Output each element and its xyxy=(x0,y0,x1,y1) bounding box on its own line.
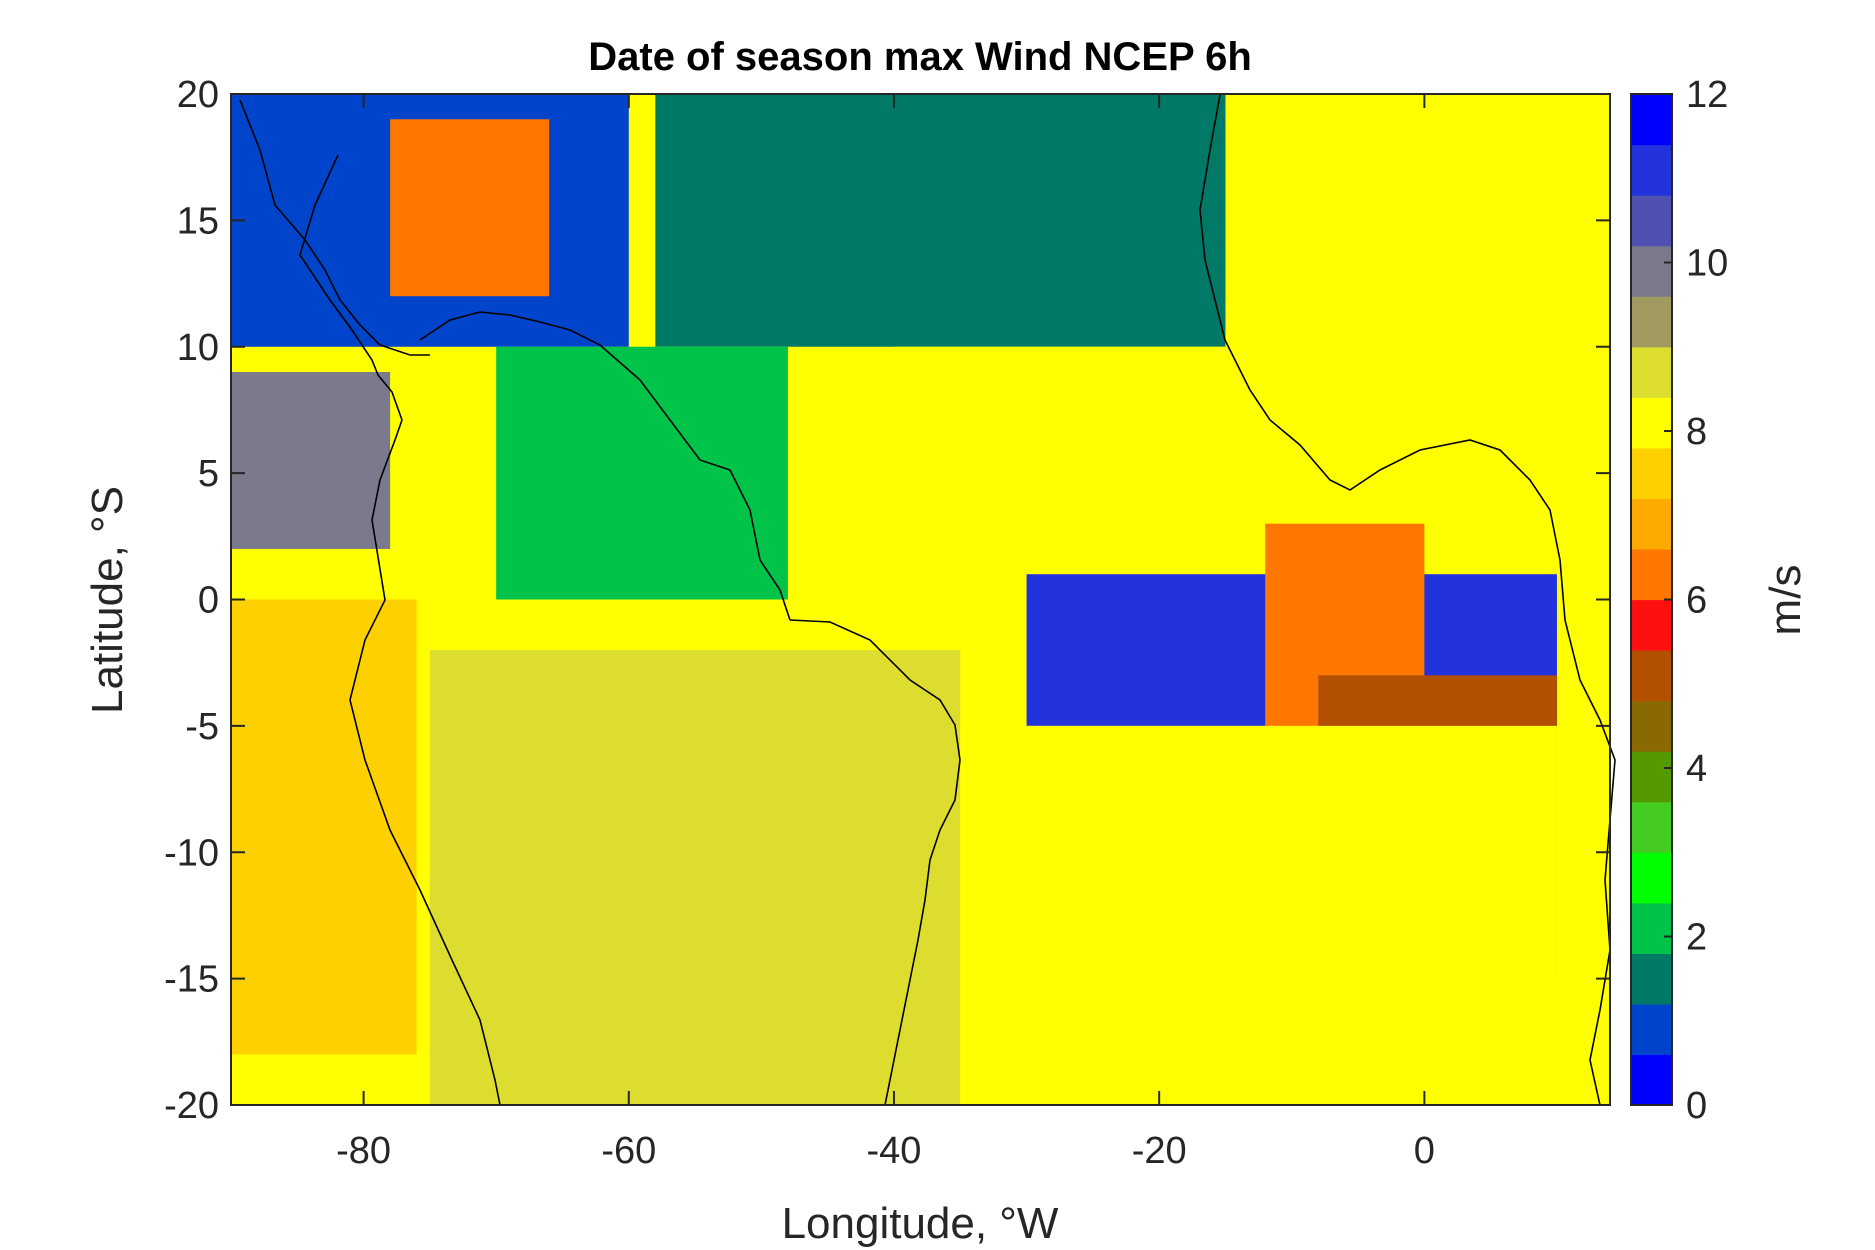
colorbar-segment xyxy=(1631,1003,1672,1056)
colorbar-label: m/s xyxy=(1761,565,1810,636)
x-tick-label: -80 xyxy=(336,1130,391,1172)
colorbar-segment xyxy=(1631,245,1672,297)
colorbar-segment xyxy=(1631,94,1672,146)
colorbar-segment xyxy=(1631,650,1672,702)
x-tick-label: 0 xyxy=(1414,1130,1435,1172)
colorbar-segment xyxy=(1631,1054,1672,1106)
y-tick-label: -10 xyxy=(164,832,219,874)
coastline-africa-west xyxy=(1199,94,1616,1106)
x-tick-label: -60 xyxy=(601,1130,656,1172)
heatmap-cell-south-atlantic-orange xyxy=(960,725,1557,1105)
y-tick-label: -5 xyxy=(185,706,219,748)
y-tick-label: -15 xyxy=(164,959,219,1001)
y-axis: 20 15 10 5 0 -5 -10 -15 -20 xyxy=(164,74,1610,1127)
colorbar-tick-label: 12 xyxy=(1686,74,1728,116)
chart-title: Date of season max Wind NCEP 6h xyxy=(588,35,1252,79)
colorbar-segment xyxy=(1631,195,1672,247)
coastline-central-america xyxy=(239,99,430,356)
colorbar-tick-label: 8 xyxy=(1686,411,1707,453)
colorbar: 12 10 8 6 4 2 0 xyxy=(1630,74,1728,1127)
colorbar-segment xyxy=(1631,447,1672,499)
colorbar-segment xyxy=(1631,548,1672,601)
y-tick-label: 5 xyxy=(198,453,219,495)
heatmap-cells xyxy=(231,94,1610,1105)
colorbar-segment xyxy=(1631,498,1672,550)
coastline-south-america xyxy=(299,154,501,1106)
colorbar-segment xyxy=(1631,296,1672,348)
colorbar-segment xyxy=(1631,599,1672,651)
colorbar-tick-label: 0 xyxy=(1686,1085,1707,1127)
y-tick-label: 20 xyxy=(177,74,219,116)
colorbar-tick-label: 6 xyxy=(1686,580,1707,622)
colorbar-segment xyxy=(1631,700,1672,752)
x-axis-label: Longitude, °W xyxy=(782,1199,1059,1248)
y-tick-label: 0 xyxy=(198,580,219,622)
colorbar-segment xyxy=(1631,346,1672,398)
y-axis-label: Latitude, °S xyxy=(83,486,132,714)
colorbar-segment xyxy=(1631,397,1672,449)
x-tick-label: -20 xyxy=(1132,1130,1187,1172)
colorbar-tick-label: 2 xyxy=(1686,917,1707,959)
colorbar-segment xyxy=(1631,852,1672,904)
y-tick-label: -20 xyxy=(164,1085,219,1127)
y-tick-label: 10 xyxy=(177,327,219,369)
heatmap-cell-caribbean-red xyxy=(390,119,550,297)
colorbar-segment xyxy=(1631,953,1672,1005)
heatmap-cell-guiana-green xyxy=(496,346,788,600)
coastline-brazil-east xyxy=(789,619,961,1106)
colorbar-segment xyxy=(1631,144,1672,196)
heatmap-cell-andes-olive xyxy=(231,372,391,549)
heatmap-cell-north-atlantic-center xyxy=(655,94,1226,347)
heatmap-cell-south-america-yellow xyxy=(429,650,961,1105)
colorbar-tick-label: 4 xyxy=(1686,748,1707,790)
colorbar-segment xyxy=(1631,751,1672,803)
coastlines xyxy=(239,94,1616,1106)
x-axis: -80 -60 -40 -20 0 xyxy=(336,94,1435,1172)
x-tick-label: -40 xyxy=(867,1130,922,1172)
y-tick-label: 15 xyxy=(177,200,219,242)
colorbar-segment xyxy=(1631,801,1672,853)
colorbar-tick-label: 10 xyxy=(1686,243,1728,285)
heatmap-cell-pacific-orange xyxy=(231,599,417,1055)
coastline-south-america-north xyxy=(419,311,791,621)
colorbar-segment xyxy=(1631,902,1672,954)
